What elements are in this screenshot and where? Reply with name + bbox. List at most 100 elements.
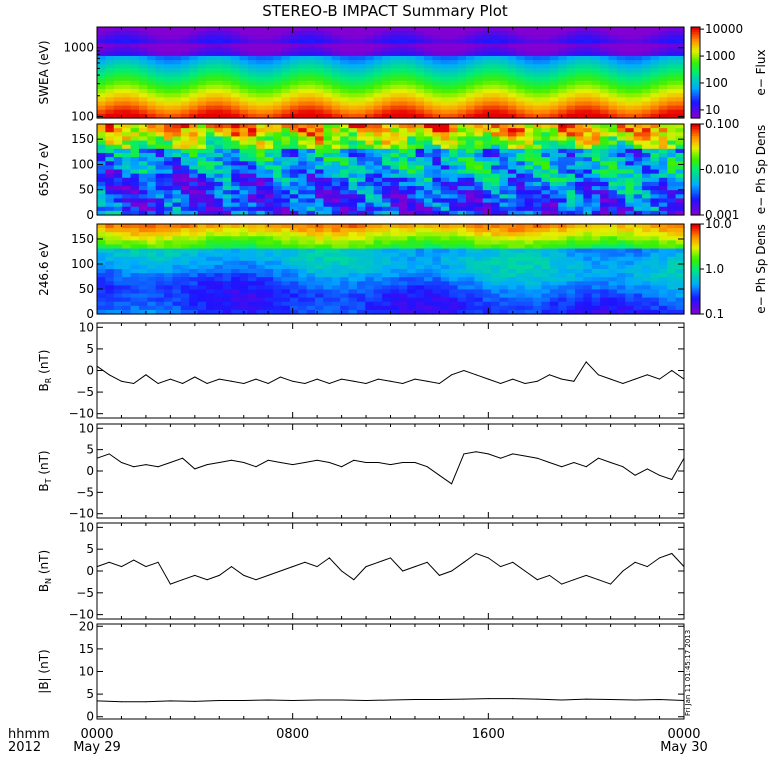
heatmap-cell bbox=[633, 177, 643, 183]
heatmap-cell bbox=[474, 113, 484, 119]
heatmap-cell bbox=[222, 80, 232, 86]
colorbar-tick-label: 0.010 bbox=[705, 163, 739, 177]
heatmap-cell bbox=[474, 132, 484, 138]
heatmap-cell bbox=[147, 60, 157, 65]
heatmap-cell bbox=[340, 186, 350, 191]
heatmap-cell bbox=[348, 285, 358, 291]
heatmap-cell bbox=[491, 273, 501, 278]
heatmap-cell bbox=[440, 264, 450, 270]
colorbar-segment bbox=[691, 298, 700, 302]
heatmap-cell bbox=[390, 269, 400, 274]
heatmap-cell bbox=[658, 101, 668, 107]
heatmap-cell bbox=[340, 224, 350, 229]
colorbar-segment bbox=[691, 176, 700, 180]
heatmap-cell bbox=[382, 93, 392, 98]
heatmap-cell bbox=[180, 186, 190, 191]
data-point bbox=[292, 380, 294, 382]
heatmap-cell bbox=[449, 60, 459, 65]
heatmap-cell bbox=[616, 109, 626, 115]
heatmap-cell bbox=[138, 51, 148, 57]
heatmap-cell bbox=[147, 293, 157, 299]
heatmap-cell bbox=[566, 152, 576, 158]
heatmap-cell bbox=[574, 55, 584, 61]
heatmap-cell bbox=[231, 305, 241, 311]
heatmap-cell bbox=[172, 144, 182, 150]
heatmap-cell bbox=[172, 252, 182, 258]
heatmap-cell bbox=[625, 206, 635, 212]
heatmap-cell bbox=[382, 309, 392, 315]
heatmap-cell bbox=[147, 252, 157, 258]
heatmap-cell bbox=[474, 60, 484, 65]
heatmap-cell bbox=[289, 109, 299, 115]
heatmap-cell bbox=[331, 169, 341, 175]
heatmap-cell bbox=[541, 186, 551, 191]
heatmap-cell bbox=[247, 101, 257, 107]
heatmap-cell bbox=[197, 186, 207, 191]
heatmap-cell bbox=[482, 60, 492, 65]
heatmap-cell bbox=[558, 39, 568, 45]
heatmap-cell bbox=[625, 55, 635, 61]
heatmap-cell bbox=[474, 161, 484, 166]
heatmap-cell bbox=[340, 72, 350, 78]
heatmap-cell bbox=[315, 140, 325, 146]
heatmap-cell bbox=[164, 144, 174, 150]
heatmap-cell bbox=[474, 140, 484, 146]
heatmap-cell bbox=[457, 128, 467, 133]
heatmap-cell bbox=[566, 210, 576, 216]
heatmap-cell bbox=[482, 305, 492, 311]
heatmap-cell bbox=[239, 161, 249, 166]
heatmap-cell bbox=[281, 240, 291, 246]
heatmap-cell bbox=[382, 84, 392, 90]
heatmap-cell bbox=[574, 113, 584, 119]
heatmap-cell bbox=[273, 60, 283, 65]
heatmap-cell bbox=[289, 84, 299, 90]
heatmap-cell bbox=[474, 289, 484, 295]
heatmap-cell bbox=[155, 97, 165, 103]
heatmap-cell bbox=[97, 124, 106, 129]
heatmap-cell bbox=[105, 224, 115, 229]
y-tick-label: 100 bbox=[71, 109, 94, 123]
heatmap-cell bbox=[482, 210, 492, 216]
heatmap-cell bbox=[457, 305, 467, 311]
heatmap-cell bbox=[482, 124, 492, 129]
heatmap-cell bbox=[281, 273, 291, 278]
heatmap-cell bbox=[231, 64, 241, 69]
heatmap-cell bbox=[197, 177, 207, 183]
heatmap-cell bbox=[256, 256, 266, 262]
heatmap-cell bbox=[541, 244, 551, 250]
heatmap-cell bbox=[197, 136, 207, 142]
heatmap-cell bbox=[331, 113, 341, 119]
heatmap-cell bbox=[449, 190, 459, 195]
heatmap-cell bbox=[558, 173, 568, 179]
heatmap-cell bbox=[197, 47, 207, 53]
heatmap-cell bbox=[113, 60, 123, 65]
heatmap-cell bbox=[164, 297, 174, 303]
heatmap-cell bbox=[206, 264, 215, 270]
heatmap-cell bbox=[231, 289, 241, 295]
heatmap-cell bbox=[541, 236, 551, 241]
heatmap-cell bbox=[642, 72, 652, 78]
heatmap-cell bbox=[574, 68, 584, 74]
heatmap-cell bbox=[566, 190, 576, 195]
heatmap-cell bbox=[533, 60, 543, 65]
heatmap-cell bbox=[650, 109, 660, 115]
heatmap-cell bbox=[398, 39, 408, 45]
heatmap-cell bbox=[491, 144, 501, 150]
heatmap-cell bbox=[491, 136, 501, 142]
heatmap-cell bbox=[122, 161, 132, 166]
heatmap-cell bbox=[650, 169, 660, 175]
heatmap-cell bbox=[206, 177, 215, 183]
heatmap-cell bbox=[566, 244, 576, 250]
heatmap-cell bbox=[667, 157, 677, 162]
heatmap-cell bbox=[382, 305, 392, 311]
heatmap-cell bbox=[105, 256, 115, 262]
heatmap-cell bbox=[298, 236, 308, 241]
heatmap-cell bbox=[281, 181, 291, 187]
heatmap-cell bbox=[323, 43, 333, 49]
heatmap-cell bbox=[164, 76, 174, 82]
heatmap-cell bbox=[164, 148, 174, 154]
heatmap-cell bbox=[206, 76, 215, 82]
heatmap-cell bbox=[206, 109, 215, 115]
heatmap-cell bbox=[105, 202, 115, 208]
heatmap-cell bbox=[658, 293, 668, 299]
